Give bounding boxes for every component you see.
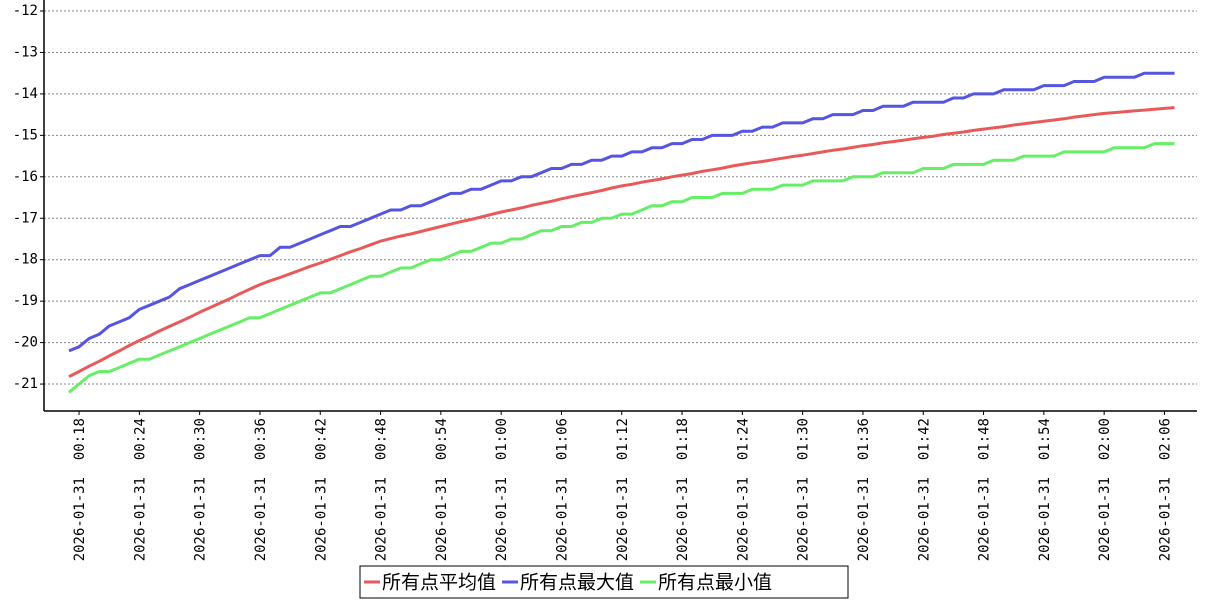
- y-tick-label: -21: [13, 376, 38, 392]
- legend: 所有点平均值 所有点最大值 所有点最小值: [359, 565, 849, 599]
- x-tick-label: 2026-01-31 01:24: [735, 418, 751, 561]
- y-tick-label: -15: [13, 127, 38, 143]
- x-tick-label: 2026-01-31 01:48: [977, 418, 993, 561]
- x-tick-label: 2026-01-31 00:30: [193, 418, 209, 561]
- y-tick-label: -16: [13, 169, 38, 185]
- legend-label: 所有点平均值: [382, 572, 496, 594]
- y-tick-label: -20: [13, 335, 38, 351]
- x-tick-label: 2026-01-31 02:06: [1157, 418, 1173, 561]
- x-tick-label: 2026-01-31 00:42: [313, 418, 329, 561]
- series-line: [68, 142, 1175, 394]
- series-line: [68, 71, 1175, 353]
- x-tick-label: 2026-01-31 01:18: [675, 418, 691, 561]
- legend-label: 所有点最大值: [520, 572, 634, 594]
- x-tick-label: 2026-01-31 01:36: [856, 418, 872, 561]
- x-tick-label: 2026-01-31 01:30: [796, 418, 812, 561]
- y-tick-label: -12: [13, 3, 38, 19]
- legend-box: [359, 565, 849, 599]
- x-tick-label: 2026-01-31 00:54: [434, 418, 450, 561]
- x-tick-label: 2026-01-31 01:12: [615, 418, 631, 561]
- series-line: [68, 106, 1175, 378]
- legend-label: 所有点最小值: [658, 572, 772, 594]
- x-tick-label: 2026-01-31 00:48: [374, 418, 390, 561]
- y-tick-label: -14: [13, 86, 38, 102]
- y-tick-label: -18: [13, 252, 38, 268]
- y-tick-label: -17: [13, 210, 38, 226]
- x-tick-label: 2026-01-31 01:54: [1037, 418, 1053, 561]
- x-tick-label: 2026-01-31 01:00: [494, 418, 510, 561]
- x-tick-label: 2026-01-31 01:42: [916, 418, 932, 561]
- x-tick-label: 2026-01-31 02:00: [1097, 418, 1113, 561]
- x-tick-label: 2026-01-31 00:24: [132, 418, 148, 561]
- y-tick-label: -13: [13, 44, 38, 60]
- x-tick-label: 2026-01-31 01:06: [554, 418, 570, 561]
- x-tick-label: 2026-01-31 00:18: [72, 418, 88, 561]
- y-tick-label: -19: [13, 293, 38, 309]
- x-tick-label: 2026-01-31 00:36: [253, 418, 269, 561]
